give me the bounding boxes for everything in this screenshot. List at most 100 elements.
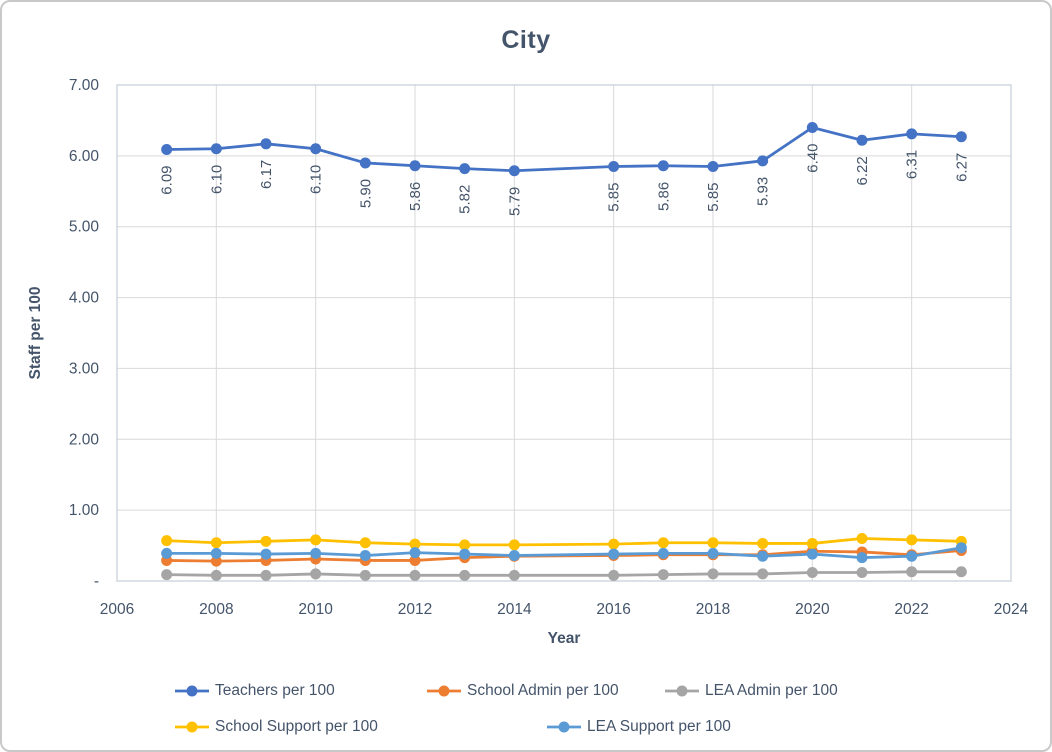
x-axis-tick-label: 2006 (100, 601, 134, 618)
data-label: 6.09 (159, 165, 176, 194)
data-label: 6.10 (208, 165, 225, 194)
y-axis-tick-label: 2.00 (69, 431, 100, 448)
series-marker-teachers-per-100 (657, 160, 669, 172)
series-marker-lea-admin-per-100 (657, 569, 669, 581)
data-label: 6.10 (308, 165, 325, 194)
x-axis-tick-label: 2022 (894, 601, 928, 618)
y-axis-tick-label: 5.00 (69, 219, 100, 236)
data-label: 5.86 (655, 182, 672, 211)
series-marker-teachers-per-100 (707, 160, 719, 172)
series-marker-lea-support-per-100 (459, 548, 471, 560)
series-marker-school-support-per-100 (409, 538, 421, 550)
series-marker-school-support-per-100 (806, 537, 818, 549)
legend-label: School Support per 100 (215, 718, 378, 735)
series-marker-teachers-per-100 (608, 160, 620, 172)
series-marker-lea-support-per-100 (508, 549, 520, 561)
series-marker-school-support-per-100 (359, 537, 371, 549)
y-axis-tick-label: 7.00 (69, 77, 100, 94)
series-marker-lea-support-per-100 (955, 542, 967, 554)
legend-label: School Admin per 100 (467, 682, 619, 699)
series-marker-school-support-per-100 (210, 537, 222, 549)
series-marker-school-support-per-100 (310, 534, 322, 546)
series-line-teachers-per-100 (166, 126, 962, 173)
series-marker-lea-support-per-100 (210, 547, 222, 559)
data-label: 5.82 (457, 185, 474, 214)
legend-label: LEA Admin per 100 (705, 682, 838, 699)
data-label: 5.93 (755, 177, 772, 206)
x-axis-title: Year (548, 630, 581, 647)
series-marker-lea-support-per-100 (707, 547, 719, 559)
series-line-lea-admin-per-100 (166, 570, 962, 577)
series-marker-lea-support-per-100 (856, 552, 868, 564)
series-marker-lea-support-per-100 (161, 547, 173, 559)
legend-marker-icon (547, 721, 581, 733)
legend-marker-icon (175, 685, 209, 697)
series-marker-lea-admin-per-100 (260, 569, 272, 581)
series-marker-teachers-per-100 (161, 143, 173, 155)
series-marker-lea-admin-per-100 (955, 566, 967, 578)
legend-label: Teachers per 100 (215, 682, 335, 699)
data-label: 5.85 (606, 182, 623, 211)
series-marker-lea-support-per-100 (906, 550, 918, 562)
x-axis-tick-label: 2024 (994, 601, 1029, 618)
y-axis-tick-label: - (94, 573, 99, 590)
series-marker-lea-admin-per-100 (856, 566, 868, 578)
legend-marker-icon (665, 685, 699, 697)
data-label: 5.85 (705, 182, 722, 211)
series-marker-lea-admin-per-100 (310, 568, 322, 580)
series-marker-teachers-per-100 (757, 155, 769, 167)
series-marker-teachers-per-100 (210, 143, 222, 155)
x-axis-tick-label: 2012 (398, 601, 432, 618)
series-marker-school-support-per-100 (260, 535, 272, 547)
legend-item-lea-support-per-100: LEA Support per 100 (547, 714, 731, 740)
series-marker-lea-admin-per-100 (806, 566, 818, 578)
series-marker-school-support-per-100 (508, 539, 520, 551)
series-marker-teachers-per-100 (459, 163, 471, 175)
series-marker-teachers-per-100 (310, 143, 322, 155)
series-marker-lea-support-per-100 (310, 547, 322, 559)
y-axis-tick-label: 4.00 (69, 290, 100, 307)
series-marker-lea-support-per-100 (757, 550, 769, 562)
series-marker-school-support-per-100 (707, 537, 719, 549)
series-marker-teachers-per-100 (508, 165, 520, 177)
x-axis-tick-label: 2010 (298, 601, 333, 618)
data-label: 6.40 (804, 144, 821, 173)
y-axis-tick-label: 3.00 (69, 360, 100, 377)
x-axis-tick-label: 2020 (795, 601, 830, 618)
legend-item-lea-admin-per-100: LEA Admin per 100 (665, 678, 838, 704)
chart-title: City (501, 26, 551, 54)
series-marker-school-support-per-100 (856, 532, 868, 544)
series-marker-lea-support-per-100 (260, 548, 272, 560)
x-axis-tick-label: 2014 (497, 601, 532, 618)
series-marker-lea-support-per-100 (359, 549, 371, 561)
series-marker-lea-admin-per-100 (210, 569, 222, 581)
series-line-school-support-per-100 (166, 537, 962, 547)
series-marker-teachers-per-100 (359, 157, 371, 169)
series-marker-school-support-per-100 (459, 539, 471, 551)
legend-item-school-admin-per-100: School Admin per 100 (427, 678, 619, 704)
series-marker-teachers-per-100 (260, 138, 272, 150)
data-label: 6.31 (904, 150, 921, 179)
y-axis-title: Staff per 100 (27, 286, 44, 379)
series-marker-teachers-per-100 (856, 134, 868, 146)
series-marker-school-support-per-100 (608, 538, 620, 550)
series-marker-school-admin-per-100 (409, 554, 421, 566)
legend-label: LEA Support per 100 (587, 718, 731, 735)
x-axis-tick-label: 2008 (199, 601, 233, 618)
series-marker-teachers-per-100 (906, 128, 918, 140)
series-marker-school-admin-per-100 (210, 555, 222, 567)
data-label: 6.17 (258, 160, 275, 189)
series-marker-lea-admin-per-100 (409, 569, 421, 581)
series-marker-lea-admin-per-100 (508, 569, 520, 581)
series-marker-lea-admin-per-100 (161, 569, 173, 581)
data-label: 6.27 (953, 153, 970, 182)
legend-item-teachers-per-100: Teachers per 100 (175, 678, 335, 704)
series-marker-school-support-per-100 (657, 537, 669, 549)
data-label: 5.86 (407, 182, 424, 211)
series-marker-lea-admin-per-100 (757, 568, 769, 580)
series-marker-teachers-per-100 (806, 122, 818, 134)
plot-border (116, 84, 1012, 582)
series-marker-lea-support-per-100 (409, 547, 421, 559)
series-marker-lea-support-per-100 (657, 547, 669, 559)
